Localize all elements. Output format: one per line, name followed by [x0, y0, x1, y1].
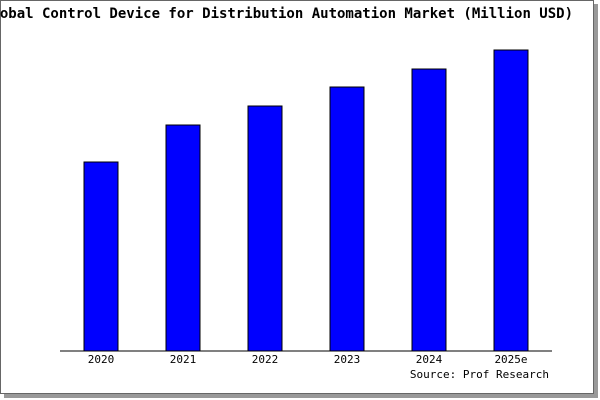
bar — [329, 86, 365, 352]
x-tick-label: 2022 — [252, 353, 279, 366]
x-tick-label: 2023 — [334, 353, 361, 366]
x-tick-label: 2020 — [88, 353, 115, 366]
bar — [165, 124, 201, 352]
chart-title: Global Control Device for Distribution A… — [0, 6, 573, 22]
bar — [247, 105, 283, 352]
x-tick-label: 2024 — [416, 353, 443, 366]
source-note: Source: Prof Research — [410, 368, 549, 381]
x-tick-label: 2021 — [170, 353, 197, 366]
bar — [493, 49, 529, 352]
plot-area — [60, 48, 552, 351]
bar — [83, 161, 119, 352]
x-tick-label: 2025e — [494, 353, 527, 366]
bar — [411, 68, 447, 352]
